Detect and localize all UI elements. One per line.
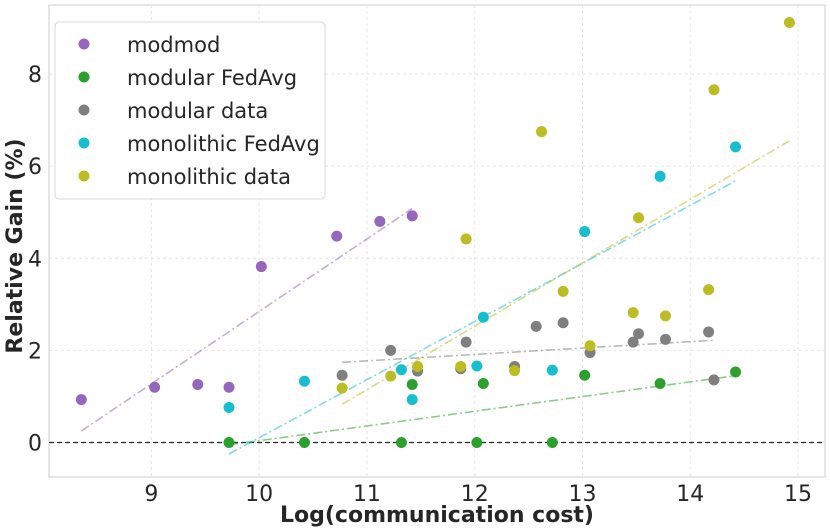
x-tick-labels: 9 10 11 12 13 14 15 bbox=[144, 482, 812, 507]
data-point bbox=[471, 436, 483, 448]
legend-label: monolithic FedAvg bbox=[127, 132, 320, 156]
trend-line bbox=[341, 140, 790, 405]
data-point bbox=[406, 210, 418, 222]
x-tick-label: 13 bbox=[569, 482, 597, 507]
data-point bbox=[546, 436, 558, 448]
data-point bbox=[584, 340, 596, 352]
data-point bbox=[627, 336, 639, 348]
y-tick-label: 4 bbox=[28, 247, 42, 272]
y-tick-labels: 0 2 4 6 8 bbox=[28, 63, 42, 456]
trend-line bbox=[228, 374, 736, 446]
x-tick-label: 15 bbox=[784, 482, 812, 507]
data-point bbox=[255, 261, 267, 273]
data-point bbox=[557, 317, 569, 329]
y-tick-label: 0 bbox=[28, 431, 42, 456]
data-point bbox=[374, 215, 386, 227]
data-point bbox=[223, 436, 235, 448]
legend-label: modular FedAvg bbox=[127, 66, 297, 90]
data-point bbox=[659, 333, 671, 345]
data-point bbox=[460, 233, 472, 245]
data-point bbox=[703, 326, 715, 338]
data-point bbox=[460, 336, 472, 348]
trend-line bbox=[80, 207, 413, 432]
trend-line bbox=[228, 180, 736, 455]
data-point bbox=[654, 378, 666, 390]
x-tick-label: 12 bbox=[461, 482, 489, 507]
y-tick-label: 2 bbox=[28, 339, 42, 364]
y-axis-label: Relative Gain (%) bbox=[3, 138, 28, 353]
data-point bbox=[783, 16, 795, 28]
data-point bbox=[579, 369, 591, 381]
data-point bbox=[406, 378, 418, 390]
trend-line bbox=[342, 339, 715, 364]
y-tick-label: 8 bbox=[28, 63, 42, 88]
legend-label: modmod bbox=[127, 33, 220, 57]
data-point bbox=[331, 230, 343, 242]
x-tick-label: 11 bbox=[353, 482, 381, 507]
data-point bbox=[385, 370, 397, 382]
data-point bbox=[471, 360, 483, 372]
data-point bbox=[708, 374, 720, 386]
legend-marker bbox=[78, 71, 90, 83]
data-point bbox=[336, 382, 348, 394]
data-point bbox=[395, 364, 407, 376]
data-point bbox=[75, 394, 87, 406]
data-point bbox=[633, 328, 645, 340]
legend-marker bbox=[78, 104, 90, 116]
x-tick-label: 14 bbox=[676, 482, 704, 507]
data-point bbox=[412, 360, 424, 372]
data-point bbox=[546, 364, 558, 376]
data-point bbox=[530, 320, 542, 332]
data-point bbox=[298, 375, 310, 387]
data-point bbox=[149, 381, 161, 393]
data-point bbox=[536, 126, 548, 138]
data-point bbox=[477, 378, 489, 390]
x-tick-label: 10 bbox=[245, 482, 273, 507]
trend-lines bbox=[80, 140, 790, 455]
data-point bbox=[385, 344, 397, 356]
data-point bbox=[509, 365, 521, 377]
data-point bbox=[730, 366, 742, 378]
data-point bbox=[730, 141, 742, 153]
data-point bbox=[627, 307, 639, 319]
x-axis-label: Log(communication cost) bbox=[280, 503, 594, 528]
data-point bbox=[477, 311, 489, 323]
data-point bbox=[654, 170, 666, 182]
data-point bbox=[455, 360, 467, 372]
legend-marker bbox=[78, 170, 90, 182]
legend-label: monolithic data bbox=[127, 165, 291, 189]
legend-marker bbox=[78, 137, 90, 149]
data-point bbox=[336, 369, 348, 381]
data-point bbox=[298, 436, 310, 448]
data-point bbox=[659, 310, 671, 322]
x-tick-label: 9 bbox=[144, 482, 158, 507]
data-point bbox=[192, 378, 204, 390]
data-point bbox=[579, 226, 591, 238]
legend-label: modular data bbox=[127, 99, 268, 123]
data-point bbox=[708, 84, 720, 96]
data-point bbox=[406, 394, 418, 406]
legend-box bbox=[54, 21, 326, 200]
data-point bbox=[223, 381, 235, 393]
data-point bbox=[557, 285, 569, 297]
data-points bbox=[75, 16, 795, 448]
data-point bbox=[223, 401, 235, 413]
data-point bbox=[395, 436, 407, 448]
y-tick-label: 6 bbox=[28, 155, 42, 180]
legend: modmod modular FedAvg modular data monolith… bbox=[54, 21, 326, 200]
legend-marker bbox=[78, 38, 90, 50]
data-point bbox=[633, 212, 645, 224]
data-point bbox=[703, 284, 715, 296]
